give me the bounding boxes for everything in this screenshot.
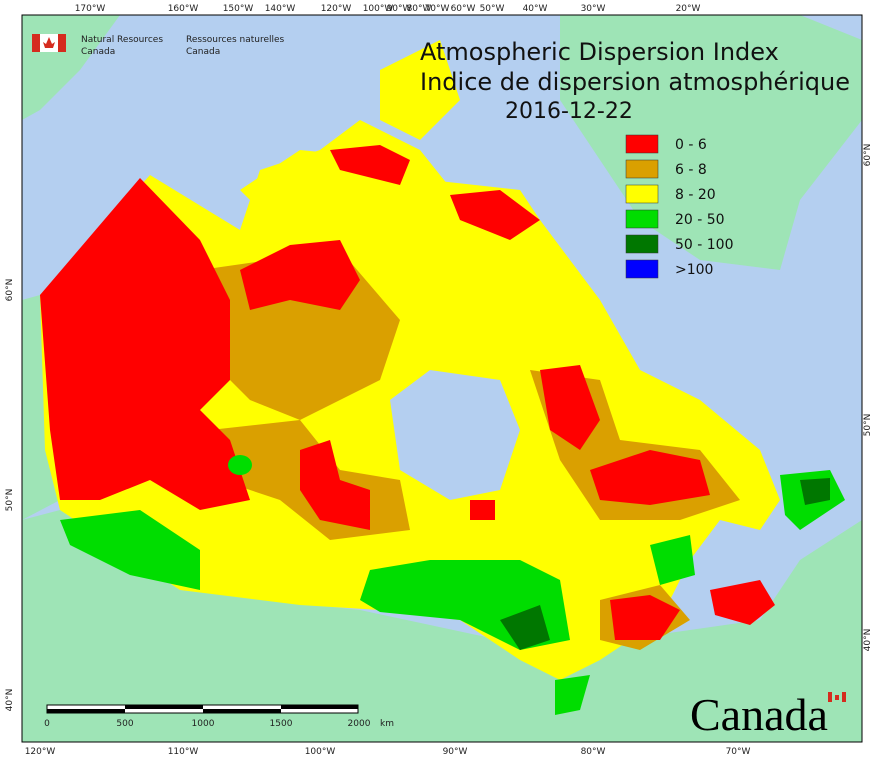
legend-label: >100 (675, 262, 713, 278)
index-0-6 (300, 440, 370, 530)
top-label: 60°W (451, 4, 476, 14)
agency-fr: Canada (186, 47, 220, 57)
top-label: 100°W (363, 4, 394, 14)
hudson-bay (390, 370, 520, 500)
top-label: 120°W (321, 4, 352, 14)
index-0-6 (610, 595, 680, 640)
agency-en: Natural Resources (81, 35, 163, 45)
index-20-50 (650, 535, 695, 585)
right-label: 50°N (863, 414, 873, 437)
legend-swatch (625, 209, 659, 229)
scale-segment (47, 709, 125, 713)
scale-label: 0 (44, 719, 50, 729)
date: 2016-12-22 (505, 99, 633, 124)
scale-segment (281, 705, 358, 709)
scale-label: 2000 (348, 719, 371, 729)
top-label: 20°W (676, 4, 701, 14)
agency-en: Canada (81, 47, 115, 57)
legend-swatch (625, 134, 659, 154)
index-20-50 (60, 510, 200, 590)
map-frame (21, 14, 863, 743)
index-0-6 (240, 240, 360, 310)
bottom-label: 70°W (726, 747, 751, 757)
right-label: 60°N (863, 144, 873, 167)
usa (22, 510, 862, 742)
top-label: 140°W (265, 4, 296, 14)
index-0-6 (590, 450, 710, 505)
legend-label: 50 - 100 (675, 237, 734, 253)
legend-swatch (625, 234, 659, 254)
wordmark-flag (828, 692, 846, 702)
left-label: 50°N (5, 489, 15, 512)
index-0-6 (40, 178, 250, 510)
index-20-50 (228, 455, 252, 475)
index-20-50 (555, 675, 590, 715)
legend-swatch (625, 259, 659, 279)
right-label: 40°N (863, 629, 873, 652)
legend-label: 20 - 50 (675, 212, 725, 228)
greenland (560, 15, 862, 270)
bottom-label: 90°W (443, 747, 468, 757)
top-label: 150°W (223, 4, 254, 14)
bottom-label: 110°W (168, 747, 199, 757)
flag-bar (32, 34, 40, 52)
index-0-6 (540, 365, 600, 450)
left-label: 60°N (5, 279, 15, 302)
flag-bar (842, 692, 846, 702)
island (380, 40, 460, 140)
index-0-6 (330, 145, 410, 185)
maple-leaf (835, 695, 839, 700)
index-0-6 (450, 190, 540, 240)
top-label: 170°W (75, 4, 106, 14)
top-label: 70°W (425, 4, 450, 14)
legend-label: 0 - 6 (675, 137, 707, 153)
scale-unit: km (380, 719, 394, 729)
scale-segment (203, 709, 281, 713)
top-label: 160°W (168, 4, 199, 14)
legend-swatch (625, 159, 659, 179)
scale-label: 500 (116, 719, 133, 729)
left-label: 40°N (5, 689, 15, 712)
top-label: 40°W (523, 4, 548, 14)
legend-swatch (625, 184, 659, 204)
bottom-label: 100°W (305, 747, 336, 757)
top-label: 90°W (387, 4, 412, 14)
legend-label: 8 - 20 (675, 187, 716, 203)
index-50-100 (800, 478, 830, 505)
flag-bar (58, 34, 66, 52)
top-label: 50°W (480, 4, 505, 14)
maple-leaf (43, 37, 55, 48)
index-0-6 (710, 580, 775, 625)
scale-label: 1500 (270, 719, 293, 729)
index-50-100 (500, 605, 550, 650)
index-0-6 (470, 500, 495, 520)
title-fr: Indice de dispersion atmosphérique (420, 68, 850, 96)
bottom-label: 120°W (25, 747, 56, 757)
bottom-label: 80°W (581, 747, 606, 757)
legend-label: 6 - 8 (675, 162, 707, 178)
flag-bar (828, 692, 832, 702)
title-en: Atmospheric Dispersion Index (420, 38, 779, 66)
scale-label: 1000 (192, 719, 215, 729)
agency-fr: Ressources naturelles (186, 35, 285, 45)
island (240, 150, 350, 220)
scale-segment (125, 705, 203, 709)
top-label: 30°W (581, 4, 606, 14)
top-label: 80°W (407, 4, 432, 14)
wordmark: Canada (690, 689, 828, 740)
agency-block: Natural Resources Canada Ressources natu… (32, 34, 285, 57)
